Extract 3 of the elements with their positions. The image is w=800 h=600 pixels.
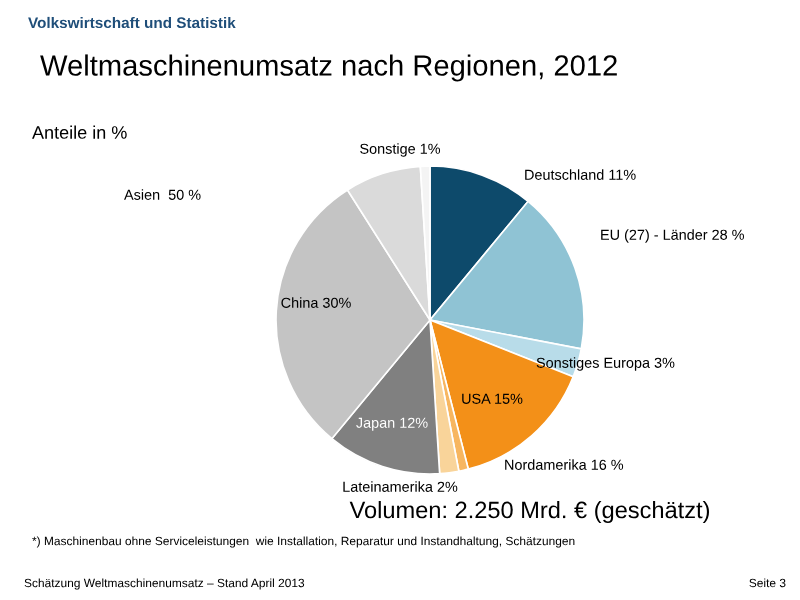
chart-title: Weltmaschinenumsatz nach Regionen, 2012 [40, 54, 617, 82]
text: Anteile in % [32, 125, 127, 139]
text: Volumen: 2.250 Mrd. € (geschätzt) [349, 500, 710, 524]
